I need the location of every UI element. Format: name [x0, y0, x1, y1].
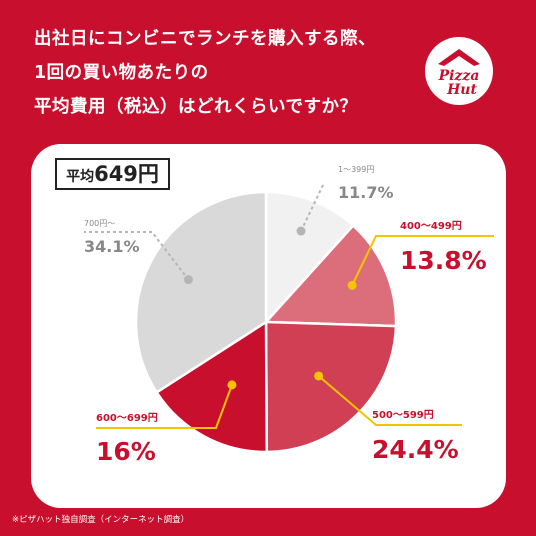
title-line-2: 1回の買い物あたりの [34, 63, 209, 83]
roof-icon [438, 49, 480, 66]
average-badge: 平均 649円 [55, 158, 170, 190]
slice-value-3: 24.4% [372, 435, 459, 464]
logo-text-pizza: Pizza [438, 68, 480, 84]
leader-line-4 [96, 384, 233, 429]
slice-label-5: 700円〜 [84, 219, 115, 228]
pie-slice-1 [264, 190, 355, 326]
pie-slice-5 [134, 190, 268, 395]
slice-label-3: 500〜599円 [372, 409, 434, 421]
leader-dot-3 [314, 371, 324, 381]
pizza-hut-logo: Pizza Hut [425, 37, 493, 105]
slice-value-1: 11.7% [338, 183, 394, 202]
footnote: ※ピザハット独自調査（インターネット調査） [12, 515, 190, 525]
slice-value-4: 16% [96, 437, 156, 466]
leader-line-1 [300, 182, 325, 232]
slice-label-4: 600〜699円 [96, 412, 158, 424]
average-label: 平均 [66, 169, 95, 185]
leader-dot-2 [347, 280, 357, 290]
leader-line-5 [84, 231, 190, 281]
leader-dot-5 [183, 275, 193, 285]
leader-line-3 [317, 375, 462, 426]
slice-label-2: 400〜499円 [400, 220, 462, 232]
leader-line-2 [351, 235, 494, 286]
average-value: 649円 [94, 162, 159, 186]
slice-value-2: 13.8% [400, 246, 487, 275]
slice-label-1: 1〜399円 [338, 165, 374, 174]
title-line-1: 出社日にコンビニでランチを購入する際、 [34, 29, 376, 49]
chart-title: 出社日にコンビニでランチを購入する際、 1回の買い物あたりの 平均費用（税込）は… [34, 22, 434, 124]
leader-dot-1 [296, 226, 306, 236]
pie-slice-4 [154, 319, 269, 454]
leader-dot-4 [227, 380, 237, 390]
pie-slice-2 [263, 223, 398, 328]
logo-text-hut: Hut [446, 82, 477, 98]
title-line-3: 平均費用（税込）はどれくらいですか？ [34, 97, 358, 117]
slice-value-5: 34.1% [84, 237, 140, 256]
